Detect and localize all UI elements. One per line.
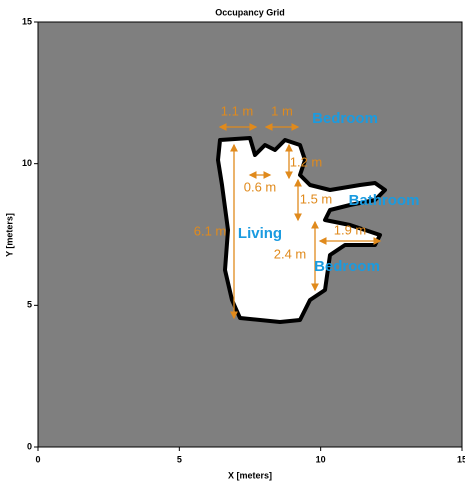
measurement-label: 1.1 m [221,103,254,118]
measurement-label: 2.4 m [274,246,307,261]
x-tick-label: 5 [177,454,182,464]
y-tick-label: 15 [22,16,32,26]
measurement-label: 6.1 m [194,223,227,238]
measurement-label: 1 m [271,103,293,118]
x-tick-label: 15 [457,454,465,464]
chart: Occupancy Grid X [meters] Y [meters] 0 5 1… [0,0,465,485]
measurement-label: 1.5 m [300,191,333,206]
y-axis-label: Y [meters] [4,213,14,257]
x-axis-label: X [meters] [228,470,272,480]
room-label: Bathroom [349,192,420,209]
y-tick-label: 0 [27,441,32,451]
room-label: Bedroom [314,258,380,275]
measurement-label: 1.9 m [334,222,367,237]
measurement-label: 1.2 m [290,154,323,169]
x-tick-label: 10 [316,454,326,464]
measurement-label: 0.6 m [244,179,277,194]
room-label: Living [238,225,282,242]
x-tick-label: 0 [35,454,40,464]
chart-title: Occupancy Grid [215,7,285,17]
y-tick-label: 10 [22,158,32,168]
room-label: Bedroom [312,110,378,127]
y-tick-label: 5 [27,300,32,310]
